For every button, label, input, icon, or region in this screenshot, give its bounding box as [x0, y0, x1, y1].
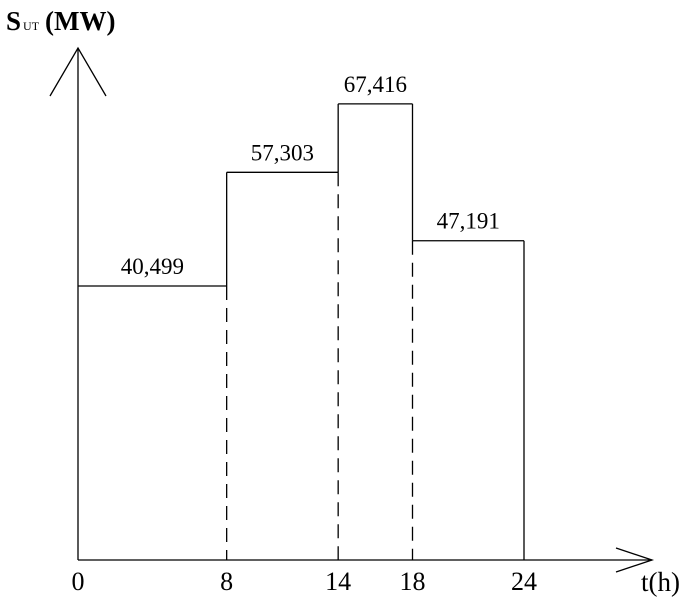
x-tick-label-1: 8: [220, 567, 233, 596]
x-axis-arrow: [615, 547, 655, 573]
x-axis-title: t(h): [641, 567, 680, 597]
x-tick-label-3: 18: [400, 567, 426, 596]
y-axis-title: S UT (MW): [6, 6, 116, 36]
segment-value-label-0: 40,499: [121, 254, 184, 279]
axes: [49, 46, 655, 573]
y-axis-arrow: [49, 46, 107, 97]
x-tick-label-2: 14: [325, 567, 351, 596]
x-tick-labels: 0 8 14 18 24: [72, 567, 538, 596]
step-series: 40,499 57,303 67,416 47,191: [78, 72, 525, 560]
segment-value-label-2: 67,416: [344, 72, 407, 97]
x-tick-label-0: 0: [72, 567, 85, 596]
segment-value-label-1: 57,303: [251, 140, 314, 165]
segment-value-label-3: 47,191: [437, 209, 500, 234]
x-tick-label-4: 24: [511, 567, 537, 596]
